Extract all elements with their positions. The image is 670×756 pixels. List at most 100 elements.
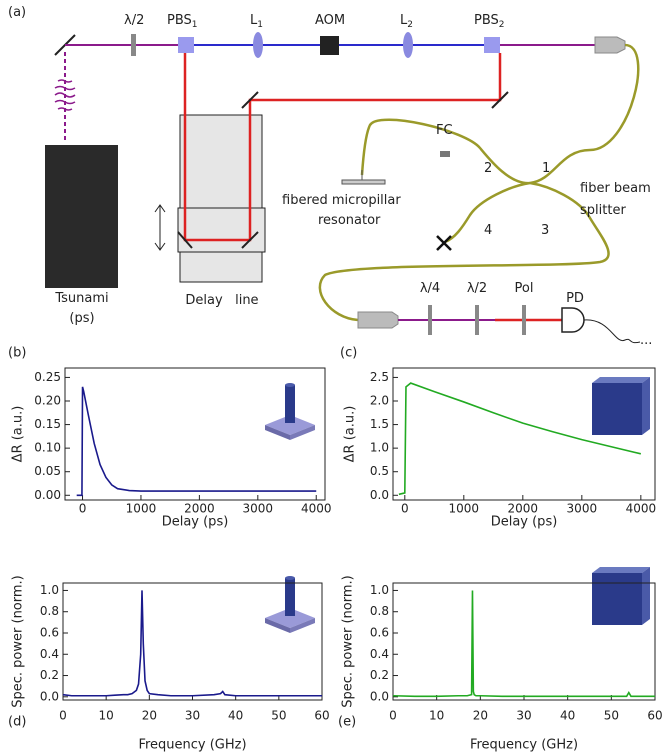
y-tick-label: 0.05 (34, 464, 61, 478)
x-tick-label: 4000 (626, 502, 657, 516)
y-tick-label: 0.00 (34, 488, 61, 502)
data-line (76, 386, 317, 497)
y-tick-label: 0.0 (40, 689, 59, 703)
x-tick-label: 10 (429, 709, 444, 723)
label: L1 (250, 13, 263, 30)
label: 1 (542, 161, 550, 176)
label: fibered micropillar (282, 193, 401, 208)
x-axis-label: Frequency (GHz) (138, 738, 246, 753)
label-sub: 2 (407, 20, 413, 30)
label-text: 4 (484, 223, 492, 238)
y-tick-label: 0.6 (370, 625, 389, 639)
panel-label: (b) (8, 346, 26, 361)
fiber-coupler (357, 311, 399, 329)
label-text: λ/4 (420, 281, 440, 296)
label-text: Tsunami (54, 291, 108, 306)
x-axis-label: Delay (ps) (491, 515, 558, 530)
x-tick-label: 40 (560, 709, 575, 723)
x-axis-label: Frequency (GHz) (470, 738, 578, 753)
label: L2 (400, 13, 413, 30)
y-tick-label: 0.0 (370, 488, 389, 502)
y-tick-label: 1.0 (370, 583, 389, 597)
x-tick-label: 60 (647, 709, 662, 723)
y-tick-label: 1.5 (370, 417, 389, 431)
y-tick-label: 0.8 (40, 604, 59, 618)
label-text: PBS (474, 13, 499, 28)
arrow (154, 204, 166, 251)
y-axis-label: Spec. power (norm.) (341, 575, 356, 707)
label-sub: 1 (257, 20, 263, 30)
y-tick-label: 0.25 (34, 370, 61, 384)
panel-label: (d) (8, 715, 26, 730)
label-text: PD (566, 291, 584, 306)
x-axis-label: Delay (ps) (162, 515, 229, 530)
x-tick-label: 40 (228, 709, 243, 723)
x-tick-label: 2000 (508, 502, 539, 516)
x-tick-label: 50 (271, 709, 286, 723)
panel-label-text: (a) (8, 5, 26, 20)
fiber-end (436, 235, 452, 251)
label-sub: 1 (192, 20, 198, 30)
label-text: PBS (167, 13, 192, 28)
label-text: L (250, 13, 258, 28)
label-text: splitter (580, 203, 626, 218)
x-tick-label: 50 (604, 709, 619, 723)
y-axis-label: ΔR (a.u.) (343, 406, 358, 463)
x-tick-label: 1000 (449, 502, 480, 516)
y-tick-label: 0.15 (34, 417, 61, 431)
data-line (398, 382, 642, 496)
label: resonator (318, 213, 381, 228)
pulse (54, 79, 76, 111)
label-text: AOM (315, 13, 345, 28)
mirror (177, 231, 193, 249)
label-text: fibered micropillar (282, 193, 401, 208)
label-text: resonator (318, 213, 381, 228)
x-tick-label: 0 (79, 502, 87, 516)
label: 4 (484, 223, 492, 238)
y-axis-label: ΔR (a.u.) (11, 406, 26, 463)
mirror (241, 91, 259, 109)
x-tick-label: 0 (389, 709, 397, 723)
y-tick-label: 0.5 (370, 464, 389, 478)
label-text: (ps) (69, 311, 94, 326)
cube-icon (592, 567, 650, 625)
label: λ/2 (467, 281, 487, 296)
label: 2 (484, 161, 492, 176)
photodiode (561, 307, 585, 333)
label-text: 2 (484, 161, 492, 176)
y-tick-label: 2.0 (370, 394, 389, 408)
label: (ps) (69, 311, 94, 326)
label-text: 3 (541, 223, 549, 238)
polarizer (522, 305, 526, 335)
x-tick-label: 30 (185, 709, 200, 723)
label-text: 1 (542, 161, 550, 176)
label-text: Delay line (185, 293, 258, 308)
x-tick-label: 60 (314, 709, 329, 723)
lens (403, 32, 413, 58)
label: λ/2 (124, 13, 144, 28)
y-tick-label: 0.0 (370, 689, 389, 703)
x-tick-label: 20 (142, 709, 157, 723)
y-tick-label: 0.10 (34, 441, 61, 455)
fiber-connector (440, 151, 450, 157)
pillar-icon (265, 383, 315, 440)
mirror (491, 91, 509, 109)
waveplate (428, 305, 432, 335)
x-tick-label: 4000 (301, 502, 332, 516)
label: FC (436, 123, 453, 138)
mirror (241, 231, 259, 249)
label: Delay line (185, 293, 258, 308)
laser (45, 145, 118, 288)
label: AOM (315, 13, 345, 28)
y-axis-label: Spec. power (norm.) (11, 575, 26, 707)
x-tick-label: 2000 (184, 502, 215, 516)
cube-icon (592, 377, 650, 435)
pbs (484, 37, 500, 53)
data-line (392, 590, 655, 698)
setup-diagram: (a) λ/2 PBS1 L1 AOM L2 PBS2 FC 2 1 fiber… (8, 5, 652, 348)
pillar-icon (265, 576, 315, 633)
label-text: FC (436, 123, 453, 138)
cable (583, 319, 641, 344)
y-tick-label: 0.4 (40, 647, 59, 661)
